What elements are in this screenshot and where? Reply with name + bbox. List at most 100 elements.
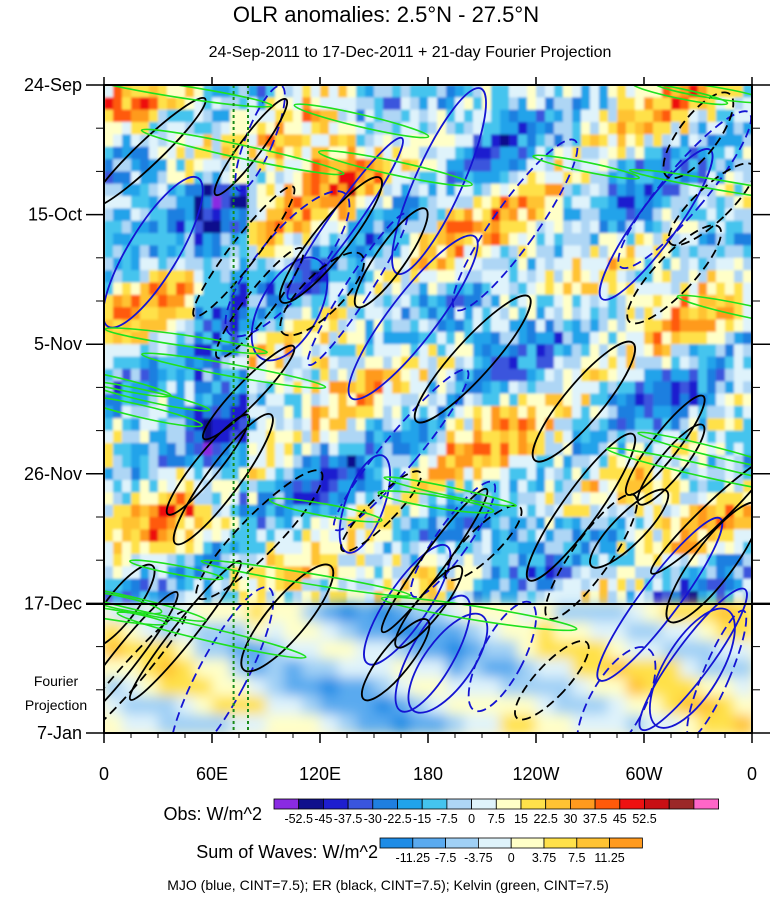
obs-cell xyxy=(122,220,132,234)
obs-cell xyxy=(563,294,573,308)
obs-cell xyxy=(491,430,501,444)
proj-cell xyxy=(698,714,717,733)
obs-cell xyxy=(482,307,492,321)
obs-cell xyxy=(563,554,573,567)
obs-colorbar-level-label: 52.5 xyxy=(632,812,656,826)
obs-cell xyxy=(725,331,735,345)
er-contour xyxy=(340,470,423,553)
obs-cell xyxy=(302,171,312,185)
obs-cell xyxy=(230,331,240,345)
obs-cell xyxy=(167,430,177,444)
obs-cell xyxy=(437,171,447,185)
obs-cell xyxy=(419,467,429,481)
obs-cell xyxy=(410,319,420,333)
obs-cell xyxy=(374,368,384,382)
obs-cell xyxy=(248,381,258,395)
obs-cell xyxy=(185,159,195,172)
proj-cell xyxy=(626,621,645,642)
obs-cell xyxy=(590,122,600,135)
obs-cell xyxy=(635,442,645,456)
obs-cell xyxy=(554,405,564,419)
obs-cell xyxy=(644,356,654,370)
obs-cell xyxy=(158,467,168,481)
obs-cell xyxy=(725,159,735,172)
obs-cell xyxy=(518,578,528,592)
obs-cell xyxy=(446,529,456,543)
obs-cell xyxy=(545,368,555,382)
obs-cell xyxy=(248,578,258,592)
obs-cell xyxy=(698,319,708,333)
obs-cell xyxy=(464,319,474,333)
proj-cell xyxy=(122,714,141,733)
obs-cell xyxy=(203,134,213,148)
obs-cell xyxy=(329,492,339,506)
proj-cell xyxy=(302,714,321,733)
proj-cell xyxy=(572,714,591,733)
obs-cell xyxy=(518,257,528,271)
obs-cell xyxy=(329,282,339,296)
obs-cell xyxy=(410,344,420,358)
obs-cell xyxy=(689,517,699,530)
obs-cell xyxy=(725,171,735,185)
proj-cell xyxy=(554,621,573,642)
obs-cell xyxy=(284,208,294,222)
obs-cell xyxy=(635,159,645,172)
obs-cell xyxy=(275,578,285,592)
obs-cell xyxy=(293,517,303,530)
obs-cell xyxy=(536,307,546,321)
obs-cell xyxy=(743,455,752,469)
obs-cell xyxy=(464,196,474,210)
obs-cell xyxy=(635,233,645,247)
obs-cell xyxy=(185,504,195,518)
obs-cell xyxy=(329,393,339,407)
obs-cell xyxy=(176,405,186,419)
obs-cell xyxy=(284,257,294,271)
obs-cell xyxy=(113,430,123,444)
obs-cell xyxy=(725,356,735,370)
obs-cell xyxy=(230,294,240,308)
obs-cell xyxy=(572,220,582,234)
obs-cell xyxy=(158,183,168,197)
obs-cell xyxy=(455,122,465,135)
obs-cell xyxy=(374,85,384,98)
obs-cell xyxy=(248,455,258,469)
obs-cell xyxy=(410,529,420,543)
obs-cell xyxy=(149,418,159,432)
obs-cell xyxy=(725,578,735,592)
obs-cell xyxy=(185,356,195,370)
obs-colorbar-swatch xyxy=(644,798,670,810)
obs-cell xyxy=(419,134,429,148)
obs-cell xyxy=(545,541,555,555)
obs-cell xyxy=(482,356,492,370)
obs-cell xyxy=(536,282,546,296)
obs-cell xyxy=(644,159,654,172)
obs-cell xyxy=(257,467,267,481)
obs-cell xyxy=(158,331,168,345)
obs-cell xyxy=(266,529,276,543)
obs-cell xyxy=(545,517,555,530)
obs-cell xyxy=(653,381,663,395)
obs-cell xyxy=(158,171,168,185)
obs-cell xyxy=(743,208,752,222)
obs-cell xyxy=(383,578,393,592)
obs-cell xyxy=(698,233,708,247)
obs-cell xyxy=(608,368,618,382)
er-contour xyxy=(589,488,670,569)
obs-cell xyxy=(581,541,591,555)
obs-cell xyxy=(293,307,303,321)
obs-cell xyxy=(734,566,744,580)
obs-cell xyxy=(257,381,267,395)
obs-cell xyxy=(284,97,294,111)
obs-cell xyxy=(743,159,752,172)
obs-cell xyxy=(167,467,177,481)
obs-cell xyxy=(644,554,654,567)
obs-cell xyxy=(365,307,375,321)
obs-cell xyxy=(338,208,348,222)
obs-cell xyxy=(464,455,474,469)
obs-cell xyxy=(509,97,519,111)
obs-cell xyxy=(302,319,312,333)
obs-cell xyxy=(383,307,393,321)
obs-cell xyxy=(590,517,600,530)
obs-cell xyxy=(167,183,177,197)
obs-cell xyxy=(419,159,429,172)
